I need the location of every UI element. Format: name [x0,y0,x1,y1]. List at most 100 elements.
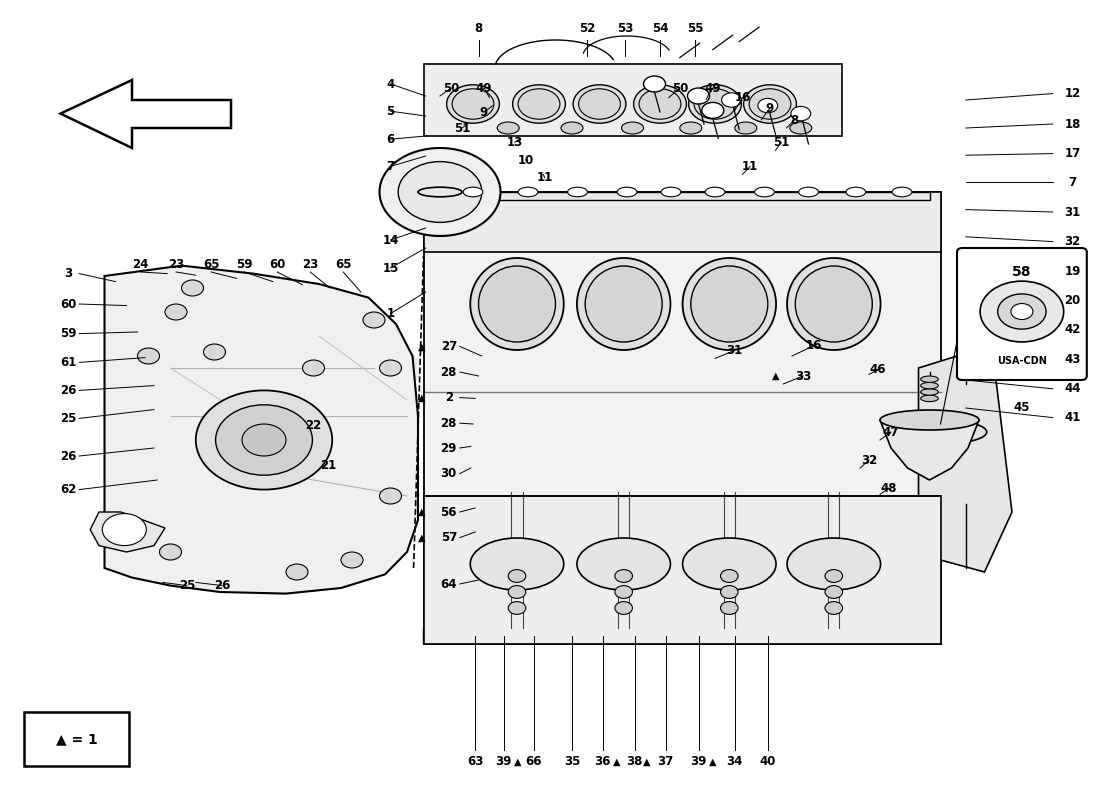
Circle shape [980,281,1064,342]
Text: 30: 30 [441,467,456,480]
Text: 49: 49 [705,82,722,94]
Text: 39: 39 [691,755,706,768]
Text: 65: 65 [334,258,352,270]
Text: 3: 3 [64,267,73,280]
Text: 9: 9 [766,102,774,114]
Text: ▲: ▲ [418,393,425,402]
Ellipse shape [682,538,777,590]
Circle shape [758,98,778,113]
Ellipse shape [452,89,494,119]
Text: 56: 56 [440,506,458,518]
Ellipse shape [639,89,681,119]
Text: 40: 40 [760,755,775,768]
Text: 23: 23 [168,258,184,270]
Ellipse shape [621,122,643,134]
Ellipse shape [744,85,796,123]
Text: 9: 9 [480,106,488,118]
Text: 7: 7 [386,160,395,173]
Text: 31: 31 [727,344,742,357]
Polygon shape [434,192,930,200]
Polygon shape [60,80,231,148]
Text: 26: 26 [60,450,76,462]
Circle shape [341,552,363,568]
Text: 43: 43 [1065,353,1080,366]
Text: 5: 5 [386,105,395,118]
Circle shape [644,76,666,92]
Text: 29: 29 [441,442,456,454]
Text: 45: 45 [1014,402,1031,414]
Text: 60: 60 [270,258,285,270]
Text: ▲: ▲ [710,757,716,766]
Text: 17: 17 [1065,147,1080,160]
Circle shape [379,148,500,236]
Polygon shape [424,628,940,644]
Circle shape [398,162,482,222]
Polygon shape [424,192,940,644]
Circle shape [688,88,710,104]
Ellipse shape [518,187,538,197]
Polygon shape [918,356,1012,572]
Circle shape [720,602,738,614]
Text: 25: 25 [60,412,76,425]
Ellipse shape [921,395,938,402]
Circle shape [720,586,738,598]
Text: 54: 54 [651,22,669,34]
Circle shape [825,586,843,598]
Text: 60: 60 [60,298,76,310]
Text: 46: 46 [870,363,887,376]
Circle shape [998,294,1046,329]
Circle shape [508,602,526,614]
Text: ▲: ▲ [515,757,521,766]
Ellipse shape [921,389,938,395]
Polygon shape [424,192,940,252]
Text: 21: 21 [320,459,336,472]
Circle shape [508,570,526,582]
Ellipse shape [846,187,866,197]
Ellipse shape [689,85,741,123]
Polygon shape [90,512,165,552]
Ellipse shape [585,266,662,342]
Text: 37: 37 [658,755,673,768]
Text: 24: 24 [133,258,148,270]
Circle shape [1011,303,1033,319]
Ellipse shape [795,266,872,342]
Ellipse shape [790,122,812,134]
Text: 66: 66 [526,755,541,768]
Text: 32: 32 [861,454,877,466]
Text: 59: 59 [59,327,77,340]
Circle shape [615,570,632,582]
Text: 35: 35 [564,755,580,768]
Ellipse shape [661,187,681,197]
Circle shape [702,102,724,118]
Text: 47: 47 [883,426,899,438]
Text: 50: 50 [443,82,459,94]
Ellipse shape [921,376,938,382]
Text: 42: 42 [1065,323,1080,336]
Text: 65: 65 [204,258,220,270]
Text: 18: 18 [1065,118,1080,130]
Text: 62: 62 [60,483,76,496]
Circle shape [165,304,187,320]
Text: ▲: ▲ [418,507,425,517]
Ellipse shape [579,89,620,119]
Text: 51: 51 [454,122,470,134]
Ellipse shape [463,187,483,197]
Ellipse shape [576,258,670,350]
Text: ▲ = 1: ▲ = 1 [56,732,97,746]
Circle shape [722,93,741,107]
Text: 38: 38 [627,755,642,768]
Text: 14: 14 [383,234,398,246]
Text: 27: 27 [441,340,456,353]
Circle shape [615,586,632,598]
Ellipse shape [617,187,637,197]
Text: 25: 25 [179,579,195,592]
Ellipse shape [749,89,791,119]
Ellipse shape [573,85,626,123]
Text: 12: 12 [1065,87,1080,100]
Circle shape [286,564,308,580]
Text: 16: 16 [735,91,750,104]
Text: 52: 52 [580,22,595,34]
Circle shape [825,570,843,582]
Text: 61: 61 [60,356,76,369]
Text: 51: 51 [773,136,789,149]
